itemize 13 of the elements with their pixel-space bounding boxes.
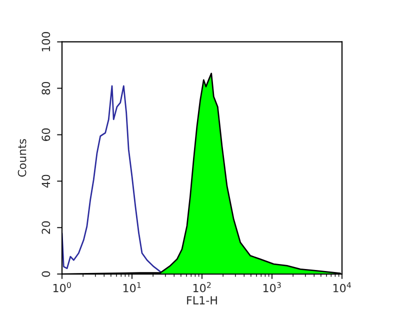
x-tick-label: 10$^{4}$ (333, 282, 351, 292)
y-tick-label: 100 (42, 32, 50, 52)
y-tick-label: 80 (42, 82, 50, 95)
x-axis-title: FL1-H (187, 296, 217, 304)
y-tick-label: 60 (42, 128, 50, 142)
x-tick-label: 10$^{0}$ (53, 282, 71, 292)
x-tick-label: 10$^{1}$ (123, 282, 141, 292)
y-tick-label: 20 (42, 221, 50, 234)
x-tick-label: 10$^{3}$ (263, 282, 281, 292)
x-tick-label: 10$^{2}$ (193, 282, 211, 292)
y-tick-label: 40 (42, 174, 50, 188)
y-tick-label: 0 (42, 271, 50, 277)
y-axis-title: Counts (18, 139, 26, 177)
